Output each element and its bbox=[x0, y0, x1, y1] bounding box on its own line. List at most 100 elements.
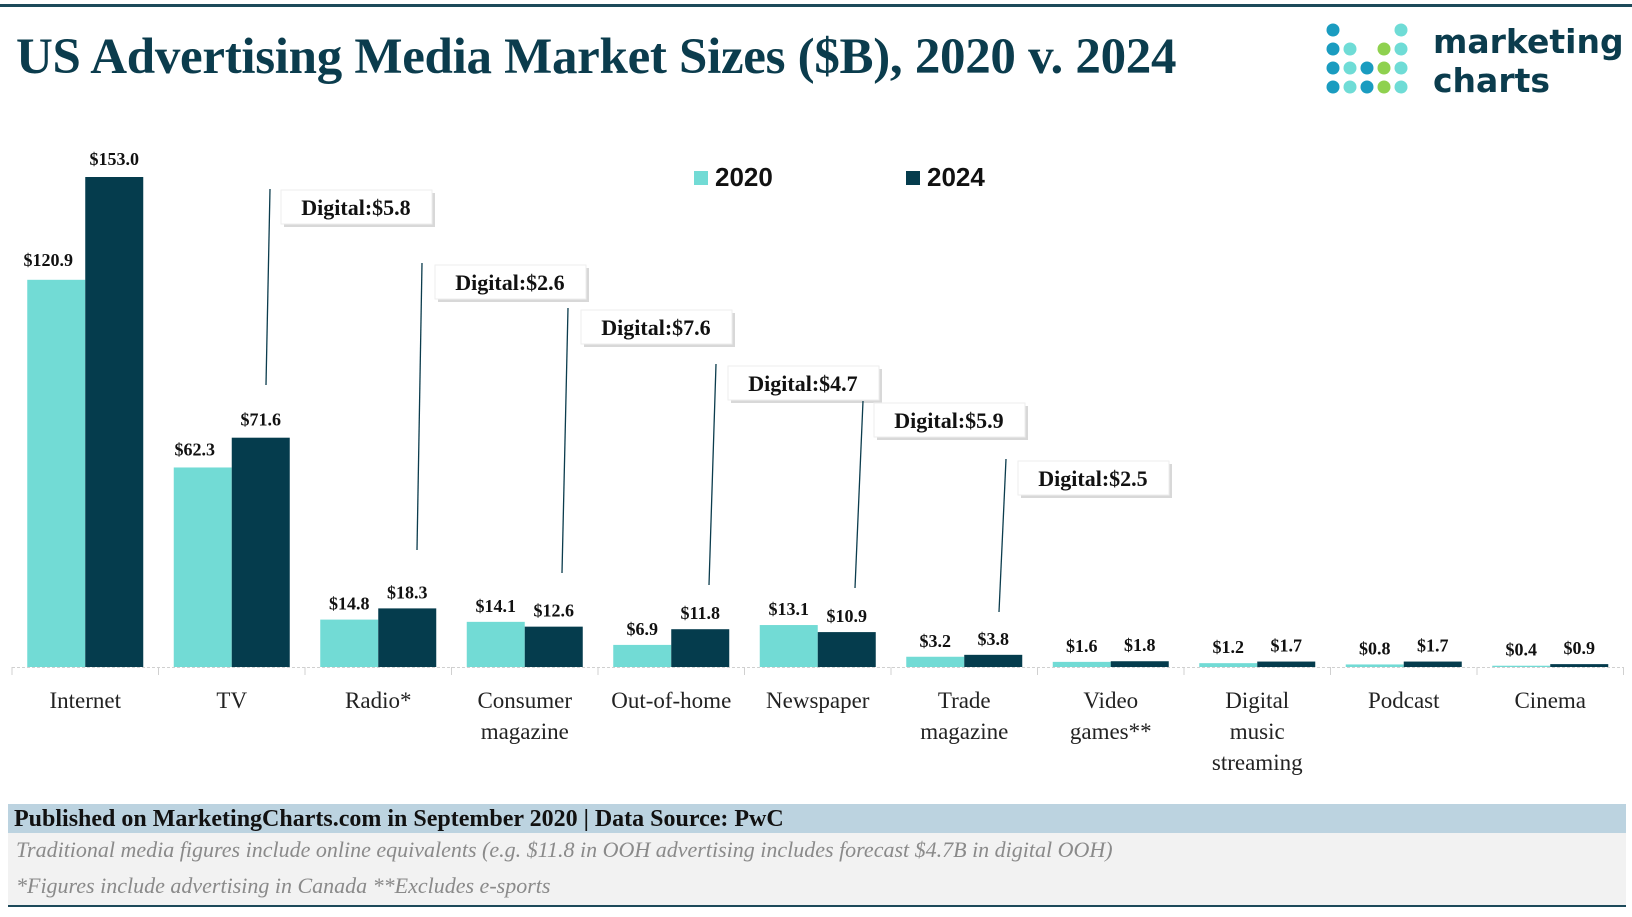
bar-2020 bbox=[173, 467, 232, 667]
bar-2024 bbox=[524, 626, 583, 667]
category-label: Radio* bbox=[345, 688, 411, 713]
data-label-2024: $10.9 bbox=[827, 606, 868, 626]
source-band bbox=[8, 804, 1626, 833]
logo-dot bbox=[1326, 42, 1340, 56]
note-footnotes: *Figures include advertising in Canada *… bbox=[16, 873, 551, 898]
data-label-2020: $1.6 bbox=[1066, 636, 1098, 656]
data-label-2020: $62.3 bbox=[175, 439, 216, 459]
callout-digital-value: Digital:$5.9 bbox=[894, 408, 1003, 433]
bar-2024 bbox=[964, 654, 1023, 667]
bar-2024 bbox=[231, 437, 290, 667]
bar-2020 bbox=[320, 619, 379, 667]
data-label-2024: $0.9 bbox=[1564, 638, 1596, 658]
category-label: Trade bbox=[938, 688, 991, 713]
logo-dot bbox=[1394, 42, 1408, 56]
bar-2024 bbox=[1550, 664, 1609, 667]
data-label-2024: $18.3 bbox=[387, 582, 428, 602]
bar-2024 bbox=[85, 177, 144, 667]
data-label-2024: $71.6 bbox=[241, 410, 282, 430]
logo-dot bbox=[1343, 61, 1357, 75]
bar-2024 bbox=[671, 629, 730, 667]
logo-text: marketing charts bbox=[1433, 22, 1624, 100]
data-label-2024: $153.0 bbox=[90, 149, 140, 169]
callout-digital-value: Digital:$2.6 bbox=[455, 270, 564, 295]
data-label-2020: $6.9 bbox=[627, 619, 659, 639]
callout-line bbox=[416, 262, 423, 551]
bar-2020 bbox=[1199, 663, 1258, 667]
category-label: Internet bbox=[49, 688, 121, 713]
top-divider bbox=[0, 4, 1632, 7]
callout-box bbox=[280, 189, 433, 225]
marketing-charts-logo: marketing charts bbox=[1325, 20, 1625, 100]
logo-dots-icon bbox=[1326, 23, 1408, 94]
category-label: magazine bbox=[481, 719, 569, 744]
data-label-2024: $12.6 bbox=[534, 601, 575, 621]
logo-dot bbox=[1377, 80, 1391, 94]
callout-line bbox=[998, 458, 1007, 613]
category-label: Video bbox=[1083, 688, 1138, 713]
category-label: games** bbox=[1070, 719, 1152, 744]
bar-2024 bbox=[1257, 661, 1316, 667]
bar-2020 bbox=[1492, 665, 1551, 667]
callout-line bbox=[708, 363, 717, 586]
data-label-2024: $1.7 bbox=[1271, 636, 1303, 656]
logo-dot bbox=[1394, 61, 1408, 75]
data-label-2024: $1.8 bbox=[1124, 635, 1156, 655]
bar-2020 bbox=[27, 279, 86, 667]
category-label: music bbox=[1230, 719, 1285, 744]
data-label-2020: $14.8 bbox=[329, 594, 370, 614]
callout-digital-value: Digital:$7.6 bbox=[601, 315, 710, 340]
data-label-2020: $13.1 bbox=[769, 599, 810, 619]
category-label: TV bbox=[216, 688, 247, 713]
logo-dot bbox=[1343, 42, 1357, 56]
logo-dot bbox=[1394, 80, 1408, 94]
category-label: Cinema bbox=[1514, 688, 1586, 713]
data-label-2020: $0.4 bbox=[1506, 640, 1538, 660]
logo-dot bbox=[1343, 80, 1357, 94]
bar-2020 bbox=[759, 625, 818, 667]
note-online-equivalents: Traditional media figures include online… bbox=[16, 837, 1113, 862]
logo-dot bbox=[1360, 61, 1374, 75]
category-label: Newspaper bbox=[766, 688, 870, 713]
bar-2024 bbox=[1110, 661, 1169, 667]
chart-title: US Advertising Media Market Sizes ($B), … bbox=[16, 29, 1177, 85]
data-label-2020: $120.9 bbox=[24, 250, 74, 270]
callout-line bbox=[265, 188, 271, 386]
category-label: Consumer bbox=[477, 688, 572, 713]
callout-box bbox=[580, 309, 733, 345]
callout-digital-value: Digital:$2.5 bbox=[1038, 466, 1147, 491]
bottom-divider bbox=[8, 905, 1626, 907]
logo-dot bbox=[1377, 61, 1391, 75]
category-label: streaming bbox=[1212, 750, 1303, 775]
callout-line bbox=[561, 307, 569, 574]
logo-dot bbox=[1394, 23, 1408, 37]
logo-dot bbox=[1360, 80, 1374, 94]
legend-label-2020: 2020 bbox=[715, 162, 773, 192]
logo-line1: marketing bbox=[1433, 22, 1624, 61]
logo-dot bbox=[1377, 42, 1391, 56]
callout-box bbox=[873, 402, 1026, 438]
data-label-2024: $1.7 bbox=[1417, 636, 1449, 656]
logo-line2: charts bbox=[1433, 61, 1551, 100]
data-label-2020: $3.2 bbox=[920, 631, 952, 651]
notes-area: Traditional media figures include online… bbox=[8, 833, 1626, 905]
bar-2024 bbox=[378, 608, 437, 667]
source-text: Published on MarketingCharts.com in Sept… bbox=[14, 806, 784, 832]
data-label-2024: $3.8 bbox=[978, 629, 1010, 649]
legend-swatch-2024 bbox=[906, 171, 920, 185]
callout-digital-value: Digital:$4.7 bbox=[748, 371, 857, 396]
bar-2024 bbox=[1403, 661, 1462, 667]
category-label: Out-of-home bbox=[611, 688, 731, 713]
bar-2020 bbox=[613, 644, 672, 667]
bar-chart: $120.9 $153.0 Internet $62.3 $71.6 TV $14.8 $18… bbox=[11, 149, 1624, 775]
category-label: Podcast bbox=[1368, 688, 1440, 713]
bar-2020 bbox=[466, 621, 525, 667]
logo-dot bbox=[1326, 23, 1340, 37]
callout-box bbox=[434, 264, 587, 300]
data-label-2020: $14.1 bbox=[476, 596, 517, 616]
data-label-2020: $0.8 bbox=[1359, 638, 1391, 658]
data-label-2024: $11.8 bbox=[680, 603, 720, 623]
category-label: magazine bbox=[920, 719, 1008, 744]
bar-2020 bbox=[906, 656, 965, 667]
